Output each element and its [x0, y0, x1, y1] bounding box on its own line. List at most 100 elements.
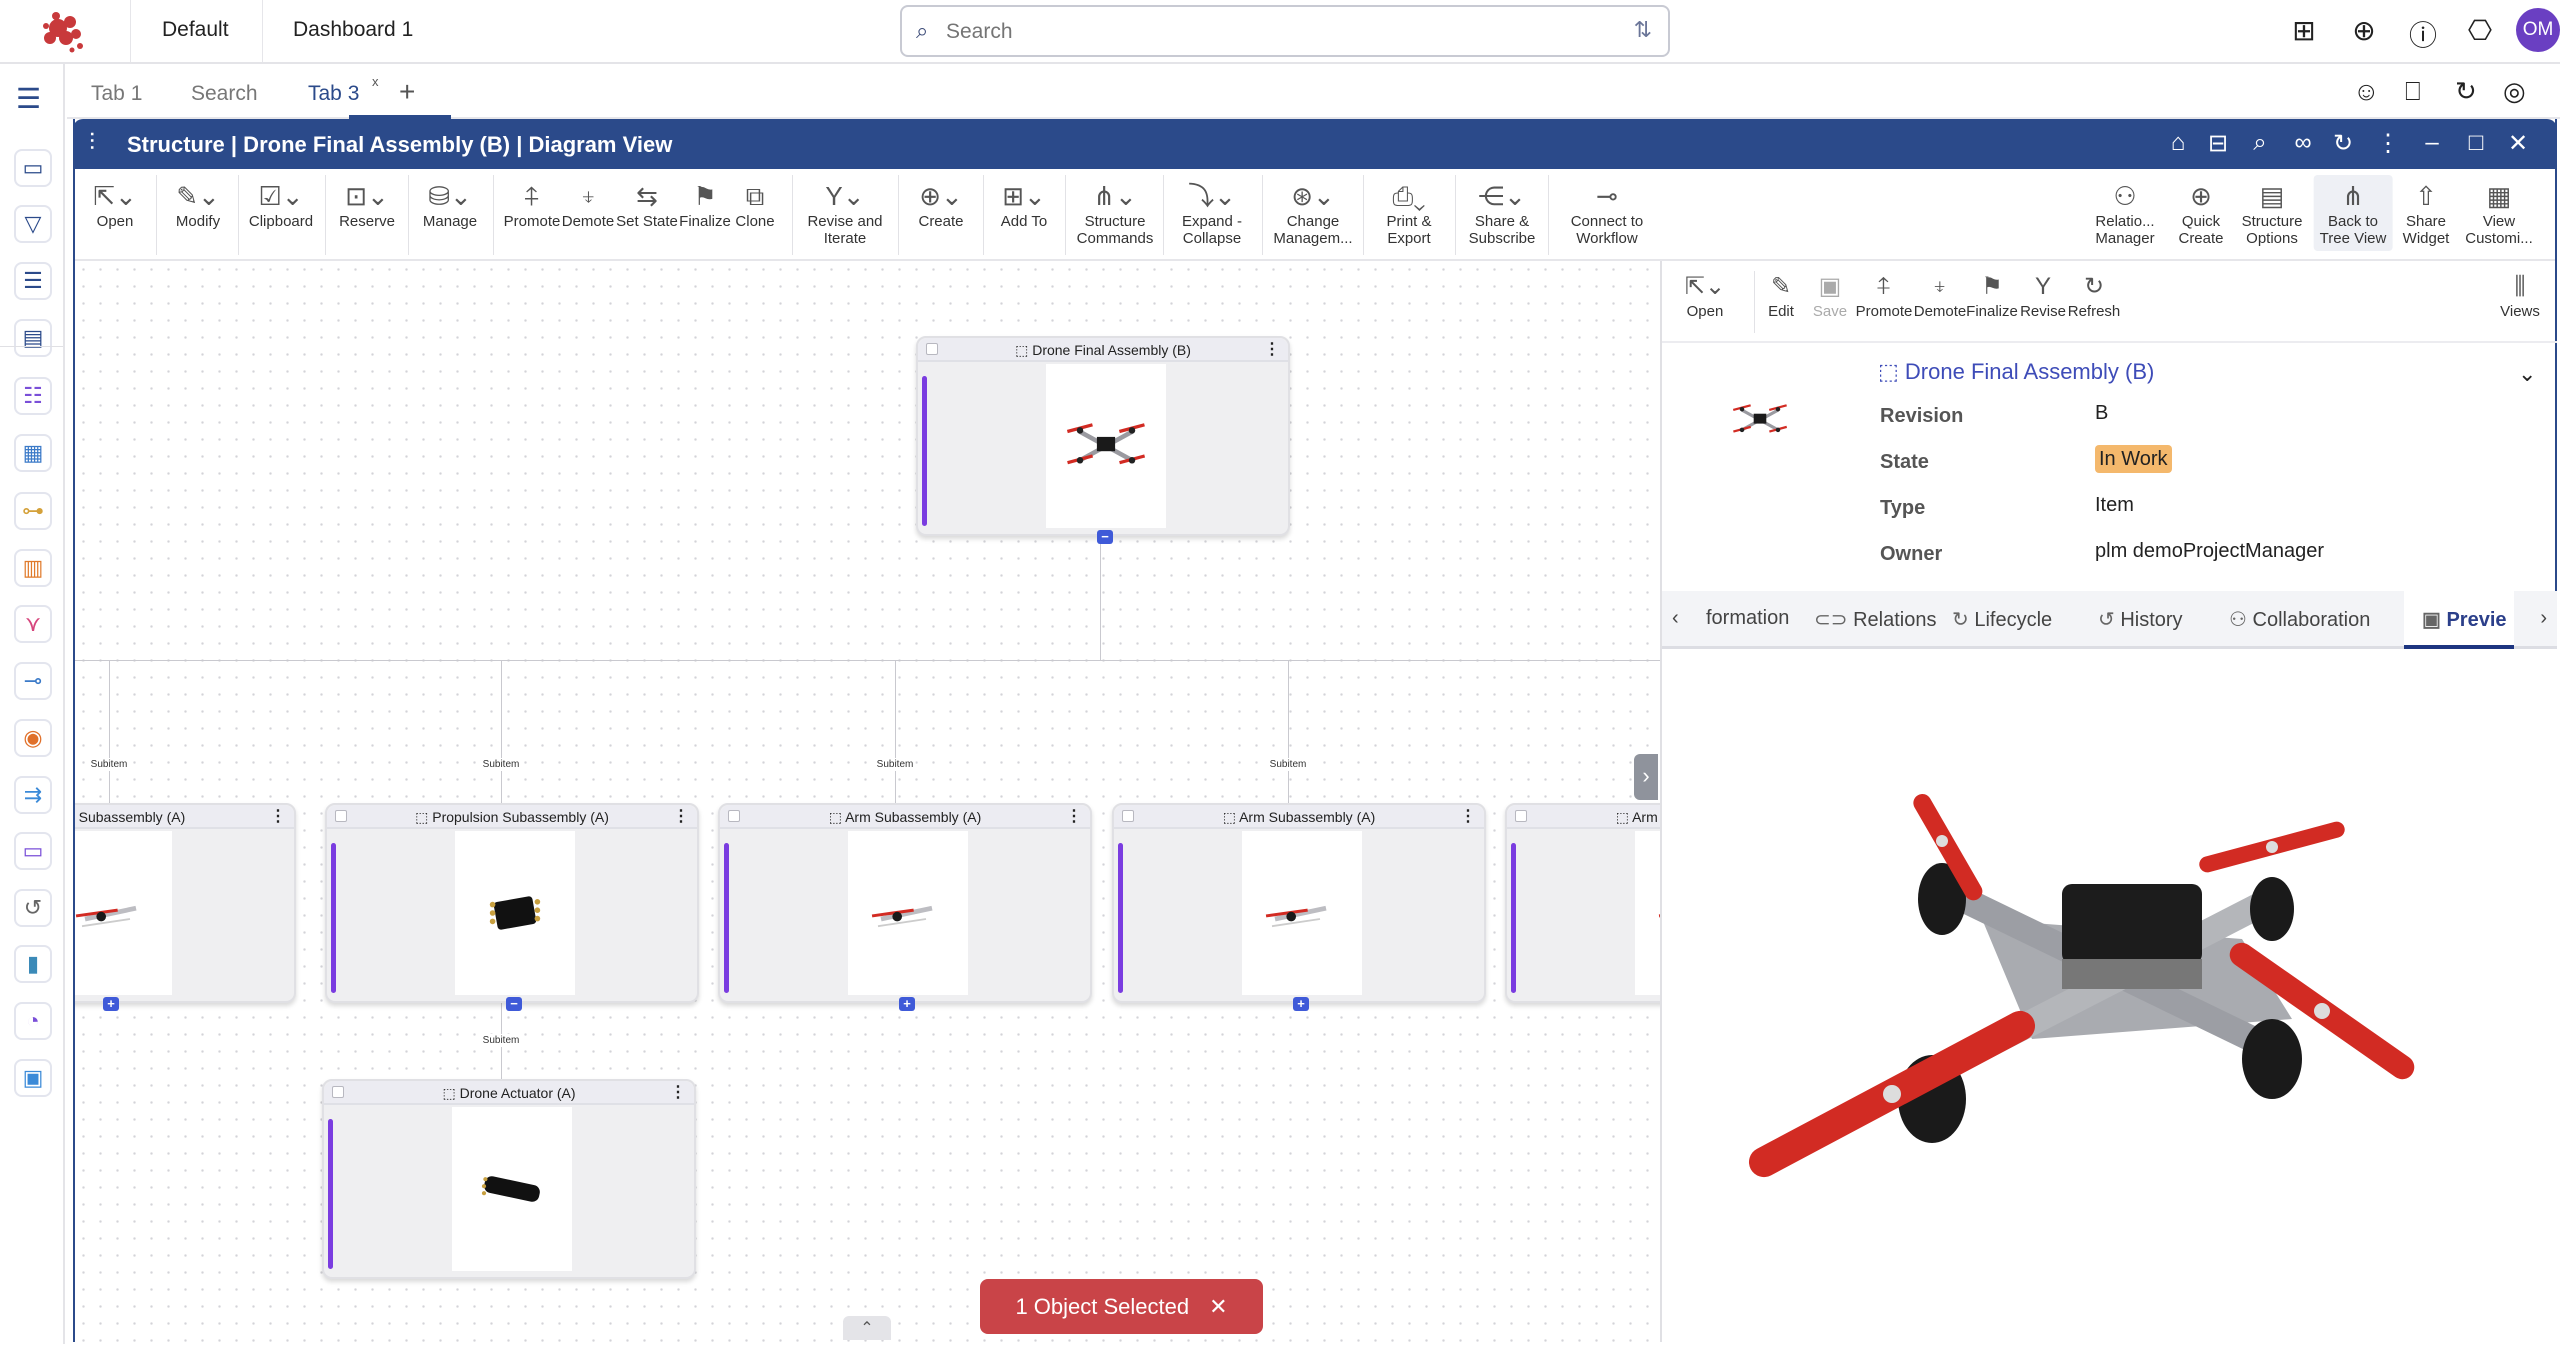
open-button[interactable]: ⇱⌄ Open	[1685, 271, 1725, 320]
sidebar-item-monitor[interactable]: ▣	[14, 1059, 52, 1097]
nav-dashboard[interactable]: Dashboard 1	[293, 18, 414, 41]
add-icon[interactable]: ⊕	[2352, 15, 2376, 46]
hamburger-menu-icon[interactable]: ☰	[16, 83, 42, 114]
more-icon[interactable]: ⋮	[2376, 130, 2400, 157]
eye-icon[interactable]: ◎	[2503, 76, 2526, 106]
object-title[interactable]: ⬚ Drone Final Assembly (B)	[1878, 359, 2154, 385]
sidebar-item-merge[interactable]: ⇉	[14, 776, 52, 814]
assistant-icon[interactable]: ☺	[2353, 76, 2380, 106]
reload-icon[interactable]: ↻	[2332, 130, 2354, 157]
diagram-node[interactable]: ⬚ Drone Final Assembly (B) ⋮ −	[916, 336, 1290, 544]
clone-button[interactable]: ⧉ Clone	[729, 175, 780, 234]
sidebar-item-workflow[interactable]: ⊸	[14, 662, 52, 700]
view-customi-button[interactable]: ▦ View Customi...	[2459, 175, 2539, 251]
chevron-down-icon[interactable]: ⌄	[2518, 361, 2537, 386]
node-checkbox[interactable]	[926, 343, 938, 355]
link-icon[interactable]: ∞	[2294, 129, 2312, 156]
sidebar-item-form-list[interactable]: ☷	[14, 377, 52, 415]
panel-tab-collaboration[interactable]: ⚇ Collaboration	[2229, 607, 2370, 632]
add-tab-button[interactable]: +	[399, 76, 416, 107]
connect-to-workflow-button[interactable]: ⊸ Connect to Workflow	[1565, 175, 1650, 251]
nav-default[interactable]: Default	[162, 18, 229, 41]
sidebar-item-list[interactable]: ☰	[14, 262, 52, 300]
quick-create-button[interactable]: ⊕ Quick Create	[2172, 175, 2229, 251]
close-tab-icon[interactable]: x	[372, 74, 379, 89]
sidebar-item-history[interactable]: ↺	[14, 889, 52, 927]
sidebar-item-tree[interactable]: ⊶	[14, 492, 52, 530]
finalize-button[interactable]: ⚑ Finalize	[673, 175, 737, 234]
revise-and-iterate-button[interactable]: Y⌄ Revise and Iterate	[801, 175, 888, 251]
node-checkbox[interactable]	[728, 810, 740, 822]
panel-tab-history[interactable]: ↺ History	[2098, 607, 2183, 632]
sidebar-item-viewer[interactable]: ◉	[14, 719, 52, 757]
tabs-scroll-left-icon[interactable]: ‹	[1672, 607, 1679, 629]
sidebar-item-chart[interactable]: ▮	[14, 945, 52, 983]
avatar[interactable]: OM	[2516, 8, 2560, 52]
structure-options-button[interactable]: ▤ Structure Options	[2236, 175, 2309, 251]
create-button[interactable]: ⊕⌄ Create	[912, 175, 969, 234]
manage-button[interactable]: ⛁⌄ Manage	[417, 175, 483, 234]
revise-button[interactable]: Y Revise	[2020, 271, 2066, 320]
share-subscribe-button[interactable]: ⋲⌄ Share & Subscribe	[1463, 175, 1542, 251]
expand-collapse-button[interactable]: ⤵⌄ Expand - Collapse	[1176, 175, 1248, 251]
sidebar-item-window[interactable]: ▭	[14, 149, 52, 187]
diagram-node[interactable]: ⬚ Arm Subassembly (A)⋮+	[75, 803, 296, 1011]
bell-icon[interactable]: ⎔	[2467, 15, 2493, 46]
edit-button[interactable]: ✎ Edit	[1768, 271, 1794, 320]
node-checkbox[interactable]	[332, 1086, 344, 1098]
node-menu-icon[interactable]: ⋮	[673, 808, 689, 825]
node-menu-icon[interactable]: ⋮	[1066, 808, 1082, 825]
diagram-node[interactable]: ⬚ Drone Actuator (A) ⋮	[322, 1079, 696, 1279]
clipboard-button[interactable]: ☑⌄ Clipboard	[243, 175, 319, 234]
node-checkbox[interactable]	[335, 810, 347, 822]
close-icon[interactable]: ✕	[2507, 130, 2529, 157]
expand-node-button[interactable]: +	[103, 997, 119, 1011]
panel-tab-relations[interactable]: ⊂⊃ Relations	[1814, 607, 1936, 632]
open-button[interactable]: ⇱⌄ Open	[87, 175, 143, 234]
save-button[interactable]: ▣ Save	[1813, 271, 1847, 320]
maximize-icon[interactable]: □	[2468, 129, 2484, 156]
node-checkbox[interactable]	[1515, 810, 1527, 822]
node-menu-icon[interactable]: ⋮	[670, 1084, 686, 1101]
print-export-button[interactable]: ⎙⌄ Print & Export	[1380, 175, 1437, 251]
tab-search[interactable]: Search	[191, 82, 258, 105]
relatio-manager-button[interactable]: ⚇ Relatio... Manager	[2089, 175, 2160, 251]
node-menu-icon[interactable]: ⋮	[270, 808, 286, 825]
sidebar-item-board[interactable]: ▥	[14, 549, 52, 587]
tab-tab-1[interactable]: Tab 1	[91, 82, 143, 105]
panel-tab-formation[interactable]: formation	[1706, 607, 1789, 630]
sidebar-item-document[interactable]: ▭	[14, 832, 52, 870]
jar-icon[interactable]: ⎕	[2405, 76, 2421, 106]
structure-commands-button[interactable]: ⋔⌄ Structure Commands	[1071, 175, 1160, 251]
diagram-node[interactable]: ⬚ Propulsion Subassembly (A) ⋮ −	[325, 803, 699, 1011]
modify-button[interactable]: ✎⌄ Modify	[170, 175, 226, 234]
tab-tab-3[interactable]: Tab 3	[308, 82, 360, 105]
clear-selection-icon[interactable]: ✕	[1209, 1294, 1228, 1319]
share-widget-button[interactable]: ⇧ Share Widget	[2397, 175, 2456, 251]
app-logo[interactable]	[36, 6, 92, 58]
lock-icon[interactable]: ⊟	[2207, 130, 2229, 157]
search-input[interactable]	[946, 17, 1586, 47]
finalize-button[interactable]: ⚑ Finalize	[1966, 271, 2018, 320]
expand-node-button[interactable]: +	[1293, 997, 1309, 1011]
promote-button[interactable]: ⍏ Promote	[498, 175, 567, 234]
sidebar-item-table[interactable]: ▦	[14, 434, 52, 472]
filter-settings-icon[interactable]: ⇅	[1633, 17, 1652, 42]
sidebar-item-branch[interactable]: ⋎	[14, 605, 52, 643]
help-icon[interactable]: ⓘ	[2408, 20, 2437, 51]
collapse-node-button[interactable]: −	[506, 997, 522, 1011]
demote-button[interactable]: ⍖ Demote	[556, 175, 621, 234]
node-checkbox[interactable]	[1122, 810, 1134, 822]
property-value-owner[interactable]: plm demoProjectManager	[2095, 540, 2324, 563]
diagram-node[interactable]: ⬚ Arm Subassembly (A)⋮	[1505, 803, 1660, 1003]
search-icon[interactable]: ⌕	[2253, 129, 2267, 156]
refresh-icon[interactable]: ↻	[2455, 76, 2477, 106]
promote-button[interactable]: ⍏ Promote	[1856, 271, 1913, 320]
reserve-button[interactable]: ⊡⌄ Reserve	[333, 175, 401, 234]
collapse-node-button[interactable]: −	[1097, 530, 1113, 544]
sidebar-item-clipboard[interactable]: ▤	[14, 319, 52, 357]
panel-tab-previe[interactable]: ▣ Previe	[2404, 591, 2514, 649]
views-button[interactable]: ⫼ Views	[2500, 271, 2540, 320]
home-icon[interactable]: ⌂	[2170, 129, 2186, 156]
change-managem-button[interactable]: ⊛⌄ Change Managem...	[1267, 175, 1358, 251]
